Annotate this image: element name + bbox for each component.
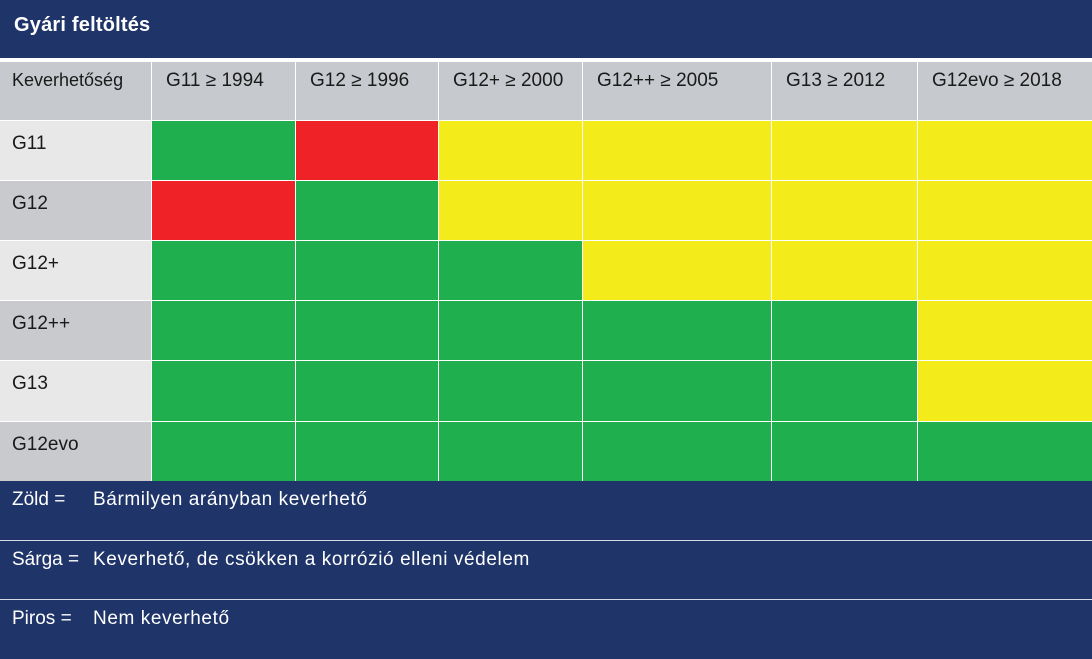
compatibility-cell-yellow — [439, 181, 582, 240]
compatibility-cell-green — [439, 422, 582, 482]
compatibility-cell-green — [296, 181, 438, 240]
compatibility-cell-green — [772, 422, 917, 482]
compatibility-cell-yellow — [583, 241, 771, 300]
compatibility-cell-green — [296, 361, 438, 421]
compatibility-cell-green — [583, 361, 771, 421]
compatibility-cell-green — [152, 301, 295, 360]
compatibility-cell-green — [152, 361, 295, 421]
compatibility-cell-yellow — [772, 241, 917, 300]
compatibility-cell-yellow — [583, 181, 771, 240]
legend-key: Zöld = — [12, 489, 66, 510]
compatibility-cell-green — [583, 422, 771, 482]
compatibility-cell-yellow — [918, 181, 1092, 240]
compatibility-cell-green — [439, 241, 582, 300]
compatibility-cell-green — [583, 301, 771, 360]
column-header: G12+ ≥ 2000 — [439, 62, 582, 120]
column-header: G13 ≥ 2012 — [772, 62, 917, 120]
compatibility-cell-yellow — [918, 241, 1092, 300]
compatibility-cell-green — [152, 121, 295, 180]
column-header: G11 ≥ 1994 — [152, 62, 295, 120]
legend-key: Piros = — [12, 608, 72, 629]
legend-key: Sárga = — [12, 549, 80, 570]
compatibility-cell-yellow — [918, 301, 1092, 360]
row-header: G12+ — [0, 241, 151, 300]
column-header: G12++ ≥ 2005 — [583, 62, 771, 120]
row-header: G12evo — [0, 422, 151, 482]
compatibility-cell-green — [918, 422, 1092, 482]
compatibility-cell-green — [439, 301, 582, 360]
compatibility-cell-green — [772, 361, 917, 421]
compatibility-cell-yellow — [439, 121, 582, 180]
compatibility-cell-green — [152, 241, 295, 300]
title-bar: Gyári feltöltés — [0, 0, 1092, 58]
legend-text: Bármilyen arányban keverhető — [93, 489, 368, 510]
row-header: G12 — [0, 181, 151, 240]
row-header: G11 — [0, 121, 151, 180]
compatibility-cell-green — [152, 422, 295, 482]
column-header: G12evo ≥ 2018 — [918, 62, 1092, 120]
compatibility-cell-green — [296, 301, 438, 360]
compatibility-cell-yellow — [772, 181, 917, 240]
compatibility-cell-yellow — [918, 361, 1092, 421]
legend-row-yellow: Sárga = Keverhető, de csökken a korrózió… — [0, 540, 1092, 599]
compatibility-cell-yellow — [583, 121, 771, 180]
compatibility-cell-yellow — [918, 121, 1092, 180]
compatibility-cell-green — [772, 301, 917, 360]
compatibility-cell-green — [296, 241, 438, 300]
row-header: G12++ — [0, 301, 151, 360]
chart-title: Gyári feltöltés — [14, 14, 151, 36]
compatibility-table: Keverhetőség G11 ≥ 1994 G12 ≥ 1996 G12+ ≥ 2… — [0, 62, 1092, 482]
legend-row-red: Piros = Nem keverhető — [0, 599, 1092, 659]
legend-text: Keverhető, de csökken a korrózió elleni … — [93, 549, 530, 570]
compatibility-cell-red — [296, 121, 438, 180]
corner-header: Keverhetőség — [0, 62, 151, 120]
column-header: G12 ≥ 1996 — [296, 62, 438, 120]
compatibility-cell-green — [439, 361, 582, 421]
legend-row-green: Zöld = Bármilyen arányban keverhető — [0, 481, 1092, 540]
row-header: G13 — [0, 361, 151, 421]
compatibility-cell-yellow — [772, 121, 917, 180]
legend-text: Nem keverhető — [93, 608, 230, 629]
compatibility-cell-red — [152, 181, 295, 240]
compatibility-cell-green — [296, 422, 438, 482]
legend: Zöld = Bármilyen arányban keverhető Sárg… — [0, 481, 1092, 659]
